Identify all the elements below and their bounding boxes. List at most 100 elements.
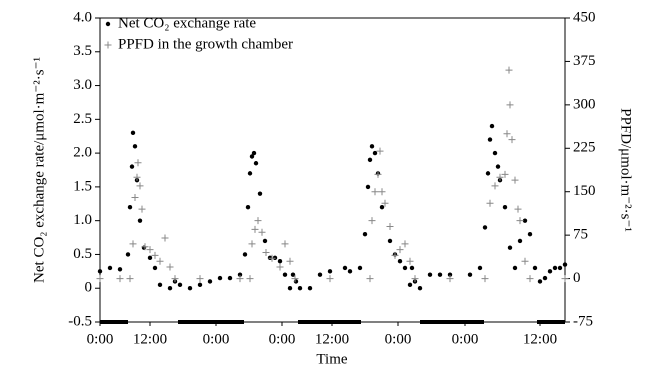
plus-point	[491, 182, 499, 190]
dot-point	[257, 191, 263, 196]
plus-point	[116, 275, 124, 283]
dot-point	[365, 184, 371, 190]
dot-point	[293, 279, 299, 284]
dot-point	[125, 252, 131, 257]
y2-axis-label: PPFD/μmol·m⁻²·s⁻¹	[618, 108, 634, 232]
dot-point	[262, 238, 268, 244]
x-tick-label: 12:00	[315, 331, 349, 347]
y-axis-label: Net CO₂ exchange rate/μmol·m⁻²·s⁻¹	[31, 57, 47, 283]
plus-point	[366, 275, 374, 283]
plus-point	[406, 257, 414, 265]
dot-point	[362, 231, 368, 237]
plus-point	[381, 199, 389, 207]
y2-tick-label: 150	[573, 183, 596, 199]
dot-point	[117, 267, 123, 272]
dot-point	[290, 272, 296, 277]
dot-point	[157, 282, 163, 288]
dot-point	[482, 225, 488, 230]
plus-point	[281, 240, 289, 248]
plus-point	[141, 243, 149, 251]
y-tick-label: 0	[85, 280, 93, 296]
dot-point	[242, 252, 248, 257]
dot-point	[347, 269, 353, 274]
plus-point	[446, 275, 454, 283]
dot-point	[447, 272, 453, 277]
plus-point	[378, 188, 386, 196]
plus-point	[96, 275, 104, 283]
dot-point	[137, 218, 143, 223]
plus-point	[511, 176, 519, 184]
dot-point	[97, 269, 103, 274]
plus-point	[401, 240, 409, 248]
plus-point	[129, 240, 137, 248]
dark-bar	[537, 320, 565, 324]
dot-point	[512, 265, 518, 271]
plus-point	[561, 275, 569, 283]
dark-bar	[100, 320, 128, 324]
plus-point	[506, 101, 514, 109]
plus-point	[151, 251, 159, 259]
y2-tick-label: 225	[573, 140, 596, 156]
x-tick-label: 12:00	[523, 331, 557, 347]
dot-point	[372, 150, 378, 156]
dot-point	[247, 171, 253, 176]
dot-point	[397, 259, 403, 264]
dot-point	[507, 245, 513, 250]
x-axis-label: Time	[316, 351, 347, 367]
plus-point	[196, 275, 204, 283]
plus-point	[508, 136, 516, 144]
dot-point	[129, 164, 135, 169]
x-tick-label: 0:00	[269, 331, 296, 347]
dark-bar	[298, 320, 361, 324]
dot-point	[167, 286, 173, 291]
legend-label: Net CO₂ exchange rate	[118, 15, 256, 31]
dot-point	[177, 282, 183, 288]
plus-point	[526, 275, 534, 283]
dot-point	[287, 286, 293, 291]
dot-point	[227, 275, 233, 281]
dot-point	[547, 269, 553, 274]
x-tick-label: 0:00	[203, 331, 230, 347]
plus-point	[131, 194, 139, 202]
dot-point	[141, 245, 147, 250]
plus-point	[396, 246, 404, 254]
plus-point	[156, 257, 164, 265]
dot-point	[249, 154, 255, 159]
dot-point	[502, 204, 508, 210]
y2-tick-label: 375	[573, 53, 596, 69]
dot-point	[527, 231, 533, 237]
y-tick-label: -0.5	[68, 313, 92, 329]
plus-point	[521, 257, 529, 265]
dot-point	[495, 164, 501, 169]
dot-point	[130, 130, 136, 136]
y-tick-label: 1.5	[73, 178, 92, 194]
dot-point	[485, 171, 491, 176]
dot-point	[307, 286, 313, 291]
plus-point	[104, 41, 112, 49]
y-tick-label: 3.0	[73, 77, 92, 93]
x-tick-label: 0:00	[385, 331, 412, 347]
plus-point	[326, 275, 334, 283]
plus-point	[126, 275, 134, 283]
plus-point	[166, 263, 174, 271]
dark-bar	[178, 320, 244, 324]
dot-point	[127, 204, 133, 210]
dot-point	[297, 286, 303, 291]
plus-point	[133, 173, 141, 181]
dot-point	[552, 265, 558, 271]
dot-point	[245, 204, 251, 210]
plus-point	[376, 147, 384, 155]
dot-point	[187, 286, 193, 291]
x-tick-label: 0:00	[87, 331, 114, 347]
plus-point	[276, 263, 284, 271]
plus-point	[248, 240, 256, 248]
plus-point	[251, 225, 259, 233]
plot-frame	[99, 17, 566, 323]
plus-point	[496, 173, 504, 181]
plus-point	[486, 199, 494, 207]
dot-point	[517, 238, 523, 244]
dot-point	[342, 265, 348, 271]
dot-point	[542, 275, 548, 281]
plus-point	[503, 130, 511, 138]
plus-point	[481, 275, 489, 283]
